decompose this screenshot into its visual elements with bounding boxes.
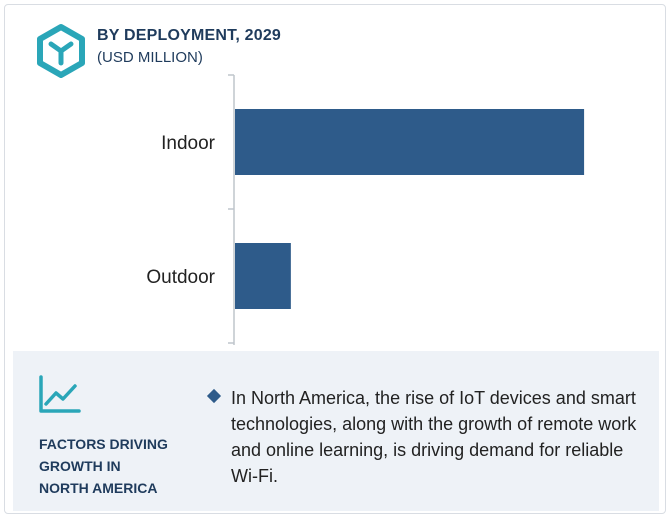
bar-outdoor — [235, 243, 291, 309]
factors-panel: FACTORS DRIVING GROWTH IN NORTH AMERICA … — [13, 351, 659, 511]
bar-indoor — [235, 109, 585, 175]
chart-subtitle: (USD MILLION) — [97, 49, 203, 66]
chart-card: BY DEPLOYMENT, 2029 (USD MILLION) Indoor… — [4, 4, 666, 514]
factor-description: In North America, the rise of IoT device… — [231, 388, 637, 486]
factors-title-line: NORTH AMERICA — [39, 480, 158, 496]
trend-chart-icon — [39, 375, 81, 413]
factors-title-line: GROWTH IN — [39, 458, 121, 474]
category-label-outdoor: Outdoor — [146, 267, 215, 288]
cube-icon — [37, 24, 85, 78]
bar-chart: Indoor Outdoor — [146, 74, 585, 345]
chart-title: BY DEPLOYMENT, 2029 — [97, 27, 282, 44]
category-label-indoor: Indoor — [161, 133, 216, 154]
factors-title-line: FACTORS DRIVING — [39, 436, 168, 452]
factors-title: FACTORS DRIVING GROWTH IN NORTH AMERICA — [39, 433, 199, 499]
diamond-bullet-icon — [206, 388, 222, 404]
